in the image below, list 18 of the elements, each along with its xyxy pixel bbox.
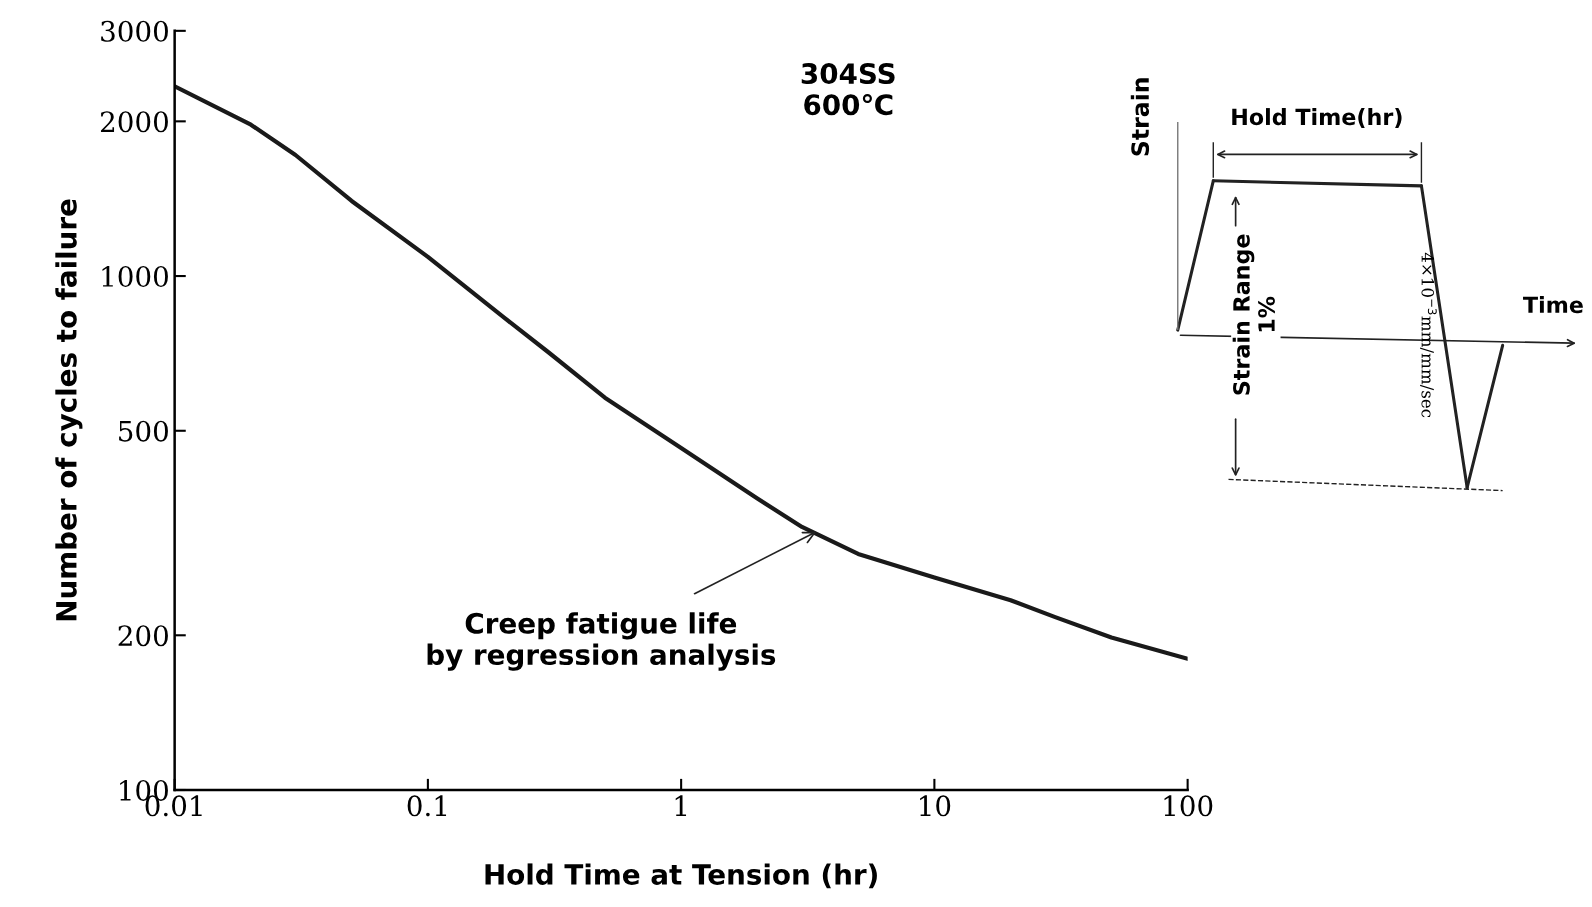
text: Time — [1523, 295, 1583, 314]
text: 4×10$^{−3}$mm/mm/sec — [1420, 252, 1437, 418]
y-tick-label: 200 — [118, 625, 168, 647]
x-axis-title: Hold Time at Tension (hr) — [485, 863, 877, 889]
x-tick-label: 10 — [920, 795, 951, 817]
text: Strain Range 1% — [1232, 234, 1275, 395]
x-tick-label: 100 — [1164, 795, 1213, 817]
x-tick-label: 0.1 — [407, 795, 447, 817]
annotation: Creep fatigue life by regression analysis — [427, 612, 776, 671]
y-axis-title: Number of cycles to failure — [55, 199, 83, 621]
y-tick-label: 1000 — [102, 265, 168, 287]
x-tick-label: 1 — [675, 795, 687, 816]
y-tick-label: 3000 — [101, 20, 168, 42]
annotation: 304SS 600℃ — [801, 63, 895, 116]
y-tick-label: 2000 — [100, 111, 168, 133]
annotation: Strain — [1130, 78, 1150, 156]
text: Hold Time(hr) — [1232, 108, 1402, 128]
y-tick-label: 500 — [119, 420, 168, 442]
